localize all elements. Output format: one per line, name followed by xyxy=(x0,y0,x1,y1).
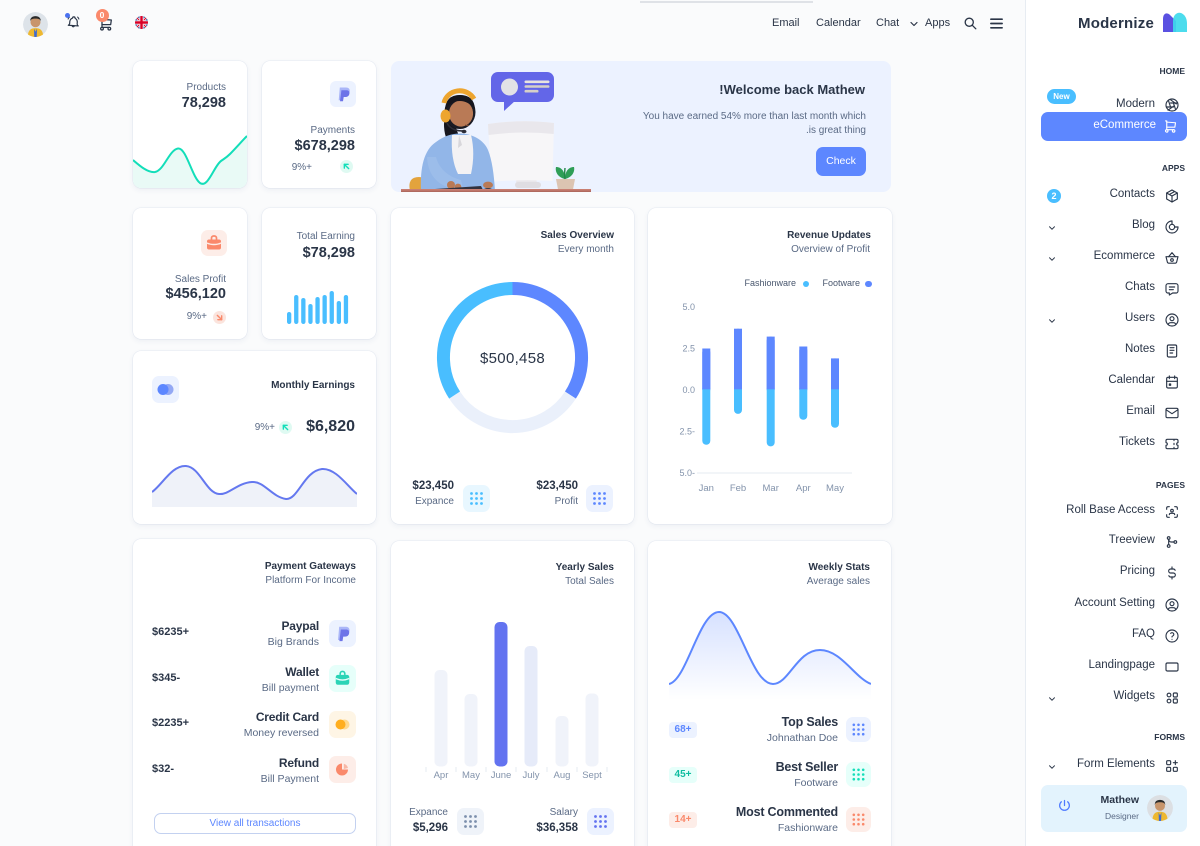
svg-text:2.5-: 2.5- xyxy=(679,427,695,437)
svg-text:Aug: Aug xyxy=(554,770,571,781)
svg-text:2.5: 2.5 xyxy=(682,344,695,354)
svg-text:Feb: Feb xyxy=(730,483,746,494)
svg-text:Mar: Mar xyxy=(763,483,779,494)
svg-text:June: June xyxy=(491,770,512,781)
svg-text:Apr: Apr xyxy=(796,483,811,494)
svg-text:July: July xyxy=(523,770,540,781)
svg-text:Sept: Sept xyxy=(582,770,602,781)
svg-text:Apr: Apr xyxy=(434,770,449,781)
svg-text:May: May xyxy=(462,770,480,781)
svg-text:May: May xyxy=(826,483,844,494)
svg-text:Jan: Jan xyxy=(699,483,714,494)
svg-text:0.0: 0.0 xyxy=(682,385,695,395)
svg-text:5.0: 5.0 xyxy=(682,302,695,312)
svg-text:5.0-: 5.0- xyxy=(679,468,695,478)
